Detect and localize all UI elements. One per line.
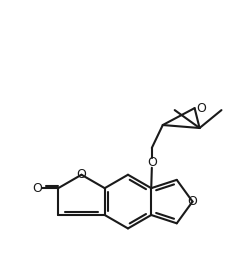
Text: O: O (187, 195, 197, 208)
Text: O: O (197, 102, 207, 115)
Text: O: O (77, 168, 86, 181)
Text: O: O (147, 156, 157, 169)
Text: O: O (32, 182, 42, 195)
